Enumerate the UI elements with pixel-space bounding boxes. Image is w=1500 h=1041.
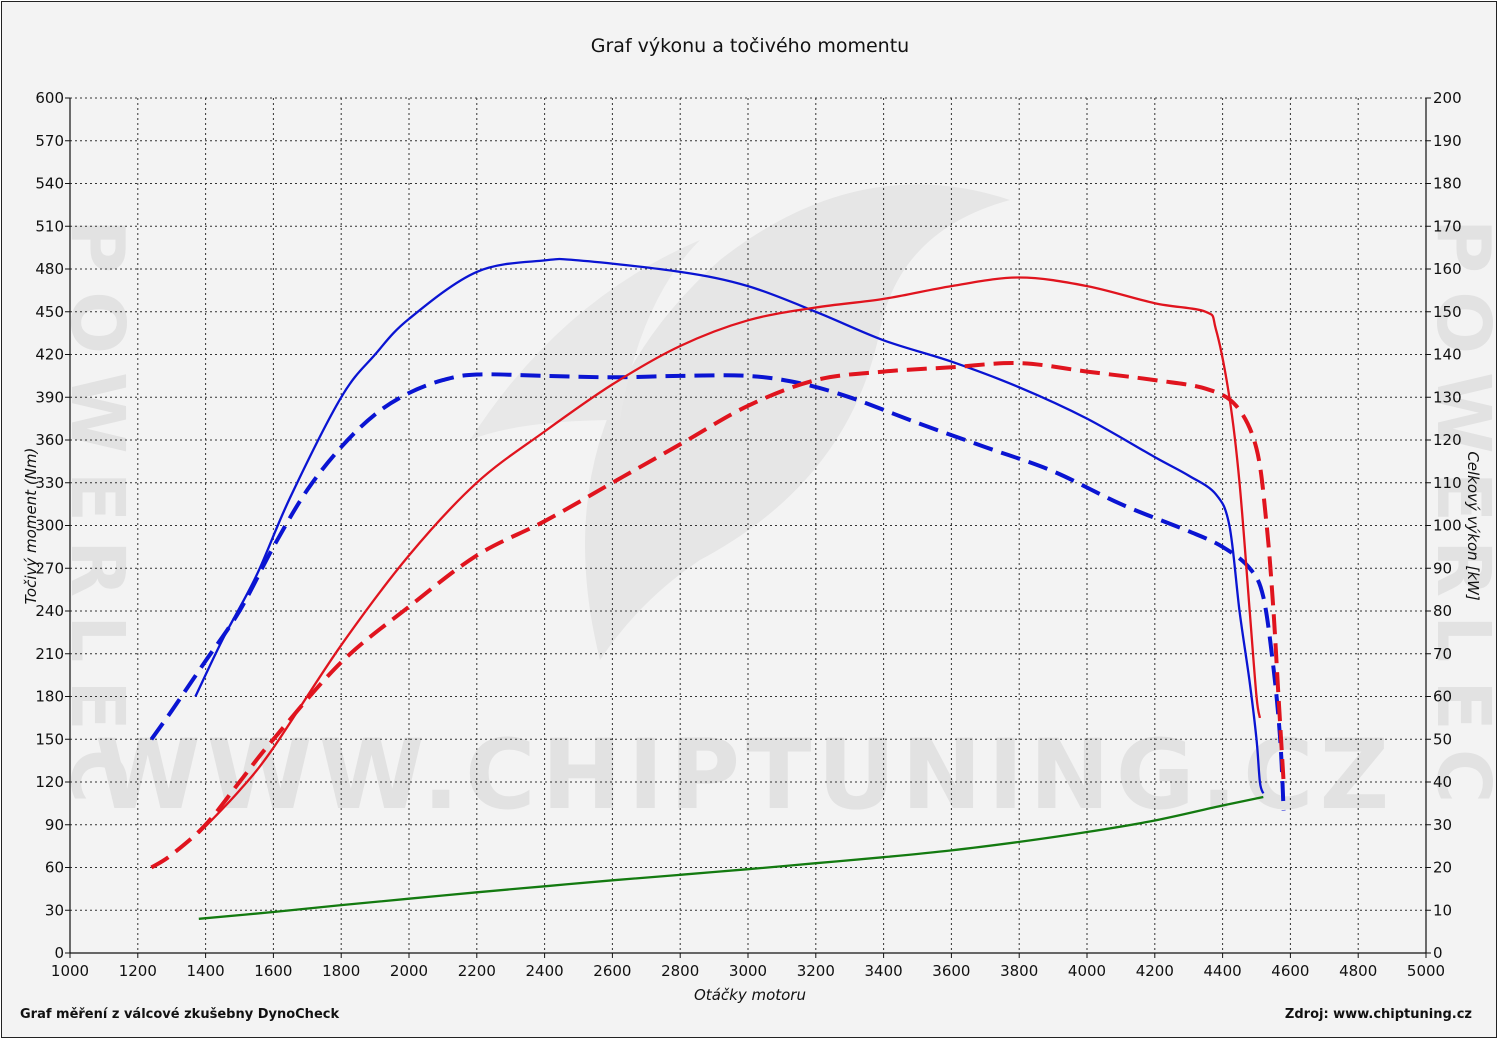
- watermark-side-left: POWERLEC: [54, 219, 140, 821]
- x-tick-label: 1800: [322, 962, 360, 980]
- y-tick-label-right: 140: [1433, 346, 1462, 364]
- y-tick-label-right: 50: [1433, 730, 1452, 748]
- y-tick-label-left: 60: [45, 859, 64, 877]
- y-tick-label-right: 0: [1433, 944, 1443, 962]
- y-tick-label-left: 240: [35, 602, 64, 620]
- y-tick-label-right: 20: [1433, 859, 1452, 877]
- x-tick-label: 1400: [187, 962, 225, 980]
- y-tick-label-right: 130: [1433, 388, 1462, 406]
- y-tick-label-left: 120: [35, 773, 64, 791]
- y-axis-title-right: Celkový výkon [kW]: [1464, 451, 1482, 601]
- y-tick-label-right: 70: [1433, 645, 1452, 663]
- series: [149, 257, 1286, 920]
- y-tick-label-left: 360: [35, 431, 64, 449]
- x-tick-label: 3400: [865, 962, 903, 980]
- watermark: WWW.CHIPTUNING.CZ POWERLEC POWERLEC: [54, 184, 1500, 831]
- x-tick-label: 2600: [593, 962, 631, 980]
- x-tick-label: 2200: [458, 962, 496, 980]
- y-tick-label-right: 120: [1433, 431, 1462, 449]
- x-tick-label: 1600: [254, 962, 292, 980]
- y-tick-label-left: 510: [35, 217, 64, 235]
- x-tick-label: 3600: [932, 962, 970, 980]
- x-tick-label: 3000: [729, 962, 767, 980]
- series-line-red-dashed: [150, 360, 1286, 870]
- axes: 1000 1200 1400 1600 1800 2000 2200 2400 2600 2800…: [35, 89, 1461, 980]
- y-tick-label-left: 330: [35, 474, 64, 492]
- y-tick-label-right: 80: [1433, 602, 1452, 620]
- y-tick-label-right: 30: [1433, 816, 1452, 834]
- y-tick-label-right: 10: [1433, 901, 1452, 919]
- watermark-side-right: POWERLEC: [1420, 219, 1500, 821]
- x-tick-label: 2000: [390, 962, 428, 980]
- x-tick-label: 1200: [119, 962, 157, 980]
- y-tick-label-right: 180: [1433, 175, 1462, 193]
- x-tick-label: 1000: [51, 962, 89, 980]
- y-tick-label-right: 60: [1433, 688, 1452, 706]
- x-tick-label: 5000: [1407, 962, 1445, 980]
- chart-title: Graf výkonu a točivého momentu: [591, 35, 909, 57]
- x-tick-label: 4200: [1136, 962, 1174, 980]
- series-line-blue-solid: [194, 257, 1265, 794]
- y-tick-label-left: 270: [35, 559, 64, 577]
- y-tick-label-right: 170: [1433, 217, 1462, 235]
- series-line-blue-dashed: [149, 372, 1286, 811]
- footer-right: Zdroj: www.chiptuning.cz: [1285, 1007, 1472, 1022]
- series-line-red-solid: [197, 276, 1262, 835]
- labels: Graf výkonu a točivého momentu Otáčky mo…: [20, 35, 1482, 1022]
- y-tick-label-right: 100: [1433, 517, 1462, 535]
- x-axis-title: Otáčky motoru: [694, 986, 806, 1004]
- y-tick-label-left: 0: [54, 944, 64, 962]
- x-tick-label: 4600: [1271, 962, 1309, 980]
- x-tick-label: 2800: [661, 962, 699, 980]
- x-tick-label: 4000: [1068, 962, 1106, 980]
- y-tick-label-left: 600: [35, 89, 64, 107]
- footer-left: Graf měření z válcové zkušebny DynoCheck: [20, 1007, 339, 1022]
- y-tick-label-left: 450: [35, 303, 64, 321]
- y-tick-label-right: 150: [1433, 303, 1462, 321]
- y-tick-label-left: 300: [35, 517, 64, 535]
- y-tick-label-right: 110: [1433, 474, 1462, 492]
- y-tick-label-left: 570: [35, 132, 64, 150]
- y-tick-label-left: 420: [35, 346, 64, 364]
- y-tick-label-left: 540: [35, 175, 64, 193]
- y-axis-title-left: Točivý moment (Nm): [22, 448, 40, 605]
- y-tick-label-left: 480: [35, 260, 64, 278]
- y-tick-label-left: 90: [45, 816, 64, 834]
- series-line-green-solid: [198, 795, 1264, 920]
- y-tick-label-right: 40: [1433, 773, 1452, 791]
- y-tick-label-right: 190: [1433, 132, 1462, 150]
- y-tick-label-left: 150: [35, 730, 64, 748]
- watermark-text: WWW.CHIPTUNING.CZ: [95, 719, 1395, 831]
- y-tick-label-left: 210: [35, 645, 64, 663]
- y-tick-label-left: 30: [45, 901, 64, 919]
- x-tick-label: 4400: [1204, 962, 1242, 980]
- x-tick-label: 4800: [1339, 962, 1377, 980]
- y-tick-label-left: 180: [35, 688, 64, 706]
- x-tick-label: 2400: [526, 962, 564, 980]
- grid: [69, 97, 1427, 954]
- y-tick-label-right: 200: [1433, 89, 1462, 107]
- x-tick-label: 3200: [797, 962, 835, 980]
- y-tick-label-right: 160: [1433, 260, 1462, 278]
- y-tick-label-left: 390: [35, 388, 64, 406]
- y-tick-label-right: 90: [1433, 559, 1452, 577]
- x-tick-label: 3800: [1000, 962, 1038, 980]
